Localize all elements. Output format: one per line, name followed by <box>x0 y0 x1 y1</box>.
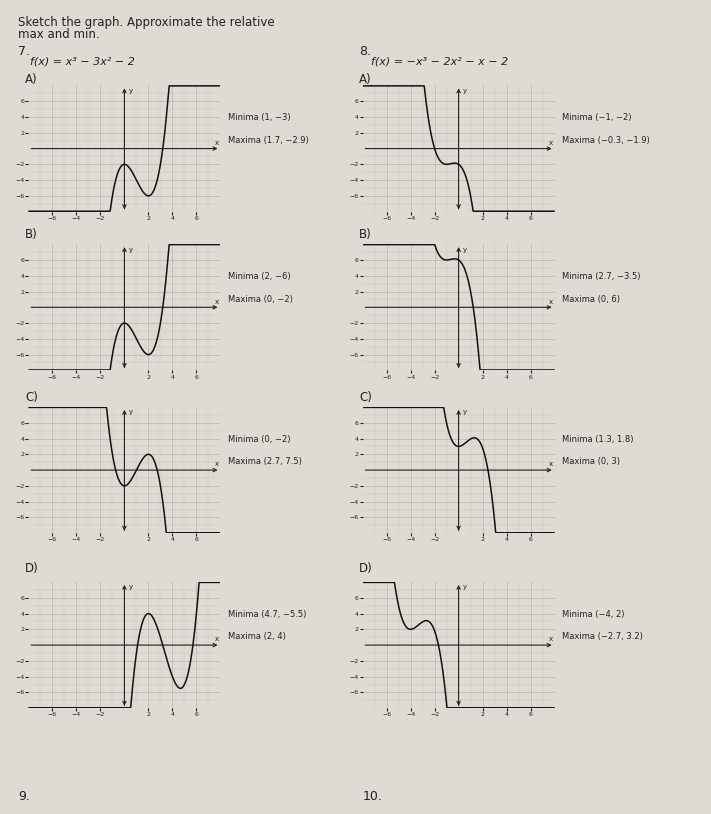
Text: Sketch the graph. Approximate the relative: Sketch the graph. Approximate the relati… <box>18 16 274 29</box>
Text: Maxima (2.7, 7.5): Maxima (2.7, 7.5) <box>228 457 301 466</box>
Text: x: x <box>215 637 219 642</box>
Text: Maxima (−0.3, −1.9): Maxima (−0.3, −1.9) <box>562 136 649 145</box>
Text: y: y <box>129 409 133 415</box>
Text: x: x <box>215 140 219 146</box>
Text: Maxima (0, 6): Maxima (0, 6) <box>562 295 620 304</box>
Text: Minima (0, −2): Minima (0, −2) <box>228 435 290 444</box>
Text: Maxima (2, 4): Maxima (2, 4) <box>228 632 285 641</box>
Text: Minima (2.7, −3.5): Minima (2.7, −3.5) <box>562 272 640 281</box>
Text: x: x <box>549 140 553 146</box>
Text: y: y <box>129 88 133 94</box>
Text: x: x <box>215 462 219 467</box>
Text: Minima (1.3, 1.8): Minima (1.3, 1.8) <box>562 435 634 444</box>
Text: x: x <box>549 299 553 304</box>
Text: Minima (−1, −2): Minima (−1, −2) <box>562 113 631 122</box>
Text: y: y <box>463 409 467 415</box>
Text: C): C) <box>25 391 38 404</box>
Text: x: x <box>215 299 219 304</box>
Text: A): A) <box>25 73 38 86</box>
Text: Minima (4.7, −5.5): Minima (4.7, −5.5) <box>228 610 306 619</box>
Text: Maxima (−2.7, 3.2): Maxima (−2.7, 3.2) <box>562 632 643 641</box>
Text: Minima (1, −3): Minima (1, −3) <box>228 113 290 122</box>
Text: x: x <box>549 637 553 642</box>
Text: D): D) <box>25 562 38 575</box>
Text: Maxima (0, 3): Maxima (0, 3) <box>562 457 620 466</box>
Text: Minima (2, −6): Minima (2, −6) <box>228 272 290 281</box>
Text: 7.: 7. <box>18 45 30 58</box>
Text: y: y <box>463 584 467 590</box>
Text: max and min.: max and min. <box>18 28 100 42</box>
Text: A): A) <box>359 73 372 86</box>
Text: 10.: 10. <box>363 790 383 803</box>
Text: B): B) <box>359 228 372 241</box>
Text: B): B) <box>25 228 38 241</box>
Text: y: y <box>463 88 467 94</box>
Text: y: y <box>463 247 467 252</box>
Text: C): C) <box>359 391 372 404</box>
Text: y: y <box>129 247 133 252</box>
Text: Maxima (1.7, −2.9): Maxima (1.7, −2.9) <box>228 136 309 145</box>
Text: 8.: 8. <box>359 45 371 58</box>
Text: f(x) = −x³ − 2x² − x − 2: f(x) = −x³ − 2x² − x − 2 <box>371 57 508 67</box>
Text: f(x) = x³ − 3x² − 2: f(x) = x³ − 3x² − 2 <box>30 57 135 67</box>
Text: D): D) <box>359 562 373 575</box>
Text: y: y <box>129 584 133 590</box>
Text: 9.: 9. <box>18 790 30 803</box>
Text: Minima (−4, 2): Minima (−4, 2) <box>562 610 624 619</box>
Text: x: x <box>549 462 553 467</box>
Text: Maxima (0, −2): Maxima (0, −2) <box>228 295 292 304</box>
